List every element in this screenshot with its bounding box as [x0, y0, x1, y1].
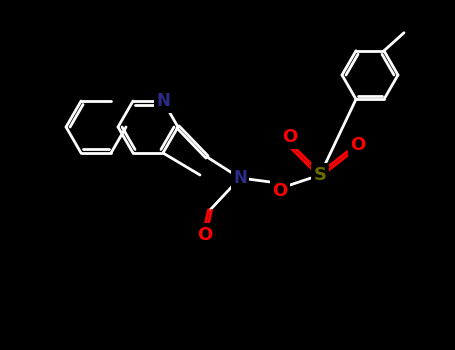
Text: O: O	[197, 226, 212, 244]
Text: O: O	[273, 182, 288, 200]
Text: N: N	[156, 92, 170, 110]
Text: O: O	[283, 128, 298, 146]
Text: O: O	[350, 136, 366, 154]
Text: S: S	[313, 166, 327, 184]
Text: N: N	[233, 169, 247, 187]
